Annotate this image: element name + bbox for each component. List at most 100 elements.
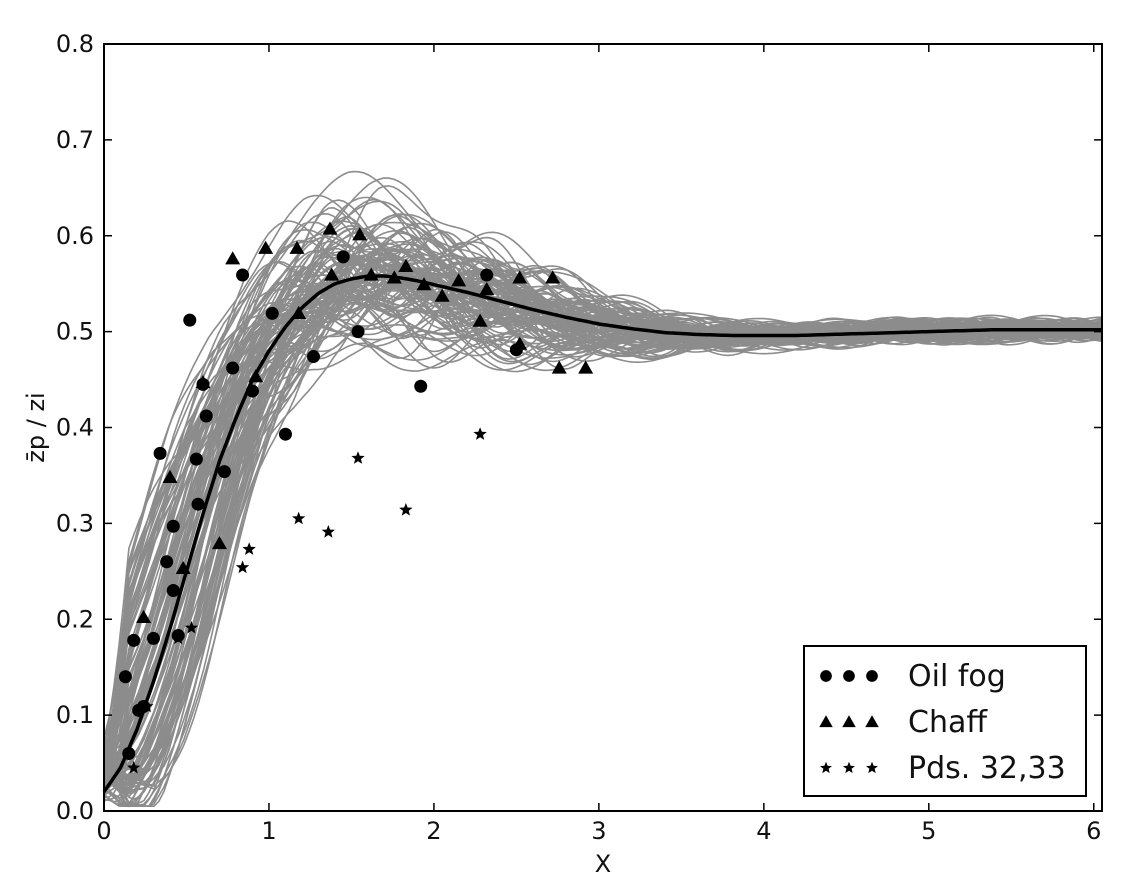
oil-fog-point <box>306 350 320 364</box>
oil-fog-point <box>245 384 259 398</box>
oil-fog-point <box>189 452 203 466</box>
chaff-point <box>472 313 488 327</box>
mean-curve <box>102 274 1102 793</box>
legend-label: Pds. 32,33 <box>908 751 1066 786</box>
oil-fog-point <box>153 446 167 460</box>
legend-label: Chaff <box>908 705 988 740</box>
legend: Oil fog Chaff Pds. 32,33 <box>803 645 1087 797</box>
pds-point <box>321 525 335 538</box>
data-points <box>118 221 594 774</box>
oil-fog-point <box>191 497 205 511</box>
x-tick-label: 4 <box>756 817 771 845</box>
chaff-point <box>545 270 561 284</box>
pds-point <box>843 761 855 774</box>
oil-fog-point <box>351 325 365 339</box>
ensemble-curve <box>104 272 1102 795</box>
chaff-point <box>258 240 274 254</box>
chaff-point <box>175 560 191 575</box>
chaff-point <box>398 258 414 273</box>
ensemble-curve <box>104 231 1102 803</box>
ensemble-curve <box>104 260 1102 789</box>
chaff-point <box>322 221 338 235</box>
oil-fog-point <box>843 670 855 682</box>
chaff-point <box>248 369 264 383</box>
y-tick-label: 0.4 <box>56 414 94 442</box>
chaff-point <box>578 360 594 374</box>
chaff-point <box>434 288 450 302</box>
oil-fog-point <box>236 268 250 282</box>
legend-item: Pds. 32,33 <box>820 751 1066 786</box>
oil-fog-point <box>166 519 180 533</box>
oil-fog-point <box>820 670 832 682</box>
y-tick-label: 0.7 <box>56 126 94 154</box>
oil-fog-point <box>278 427 292 441</box>
oil-fog-point <box>199 409 213 423</box>
chaff-point <box>842 715 856 728</box>
x-tick-label: 2 <box>426 817 441 845</box>
x-tick-label: 5 <box>921 817 936 845</box>
pds-point <box>820 761 832 774</box>
y-tick-label: 0.5 <box>56 318 94 346</box>
pds-point <box>140 699 154 713</box>
oil-fog-point <box>226 361 240 375</box>
chaff-point <box>211 536 227 550</box>
chaff-point <box>512 336 528 350</box>
pds-point <box>184 620 199 634</box>
oil-fog-point <box>336 250 350 264</box>
chaff-point <box>865 715 879 728</box>
oil-fog-point <box>118 670 132 684</box>
chaff-point <box>386 270 402 284</box>
ensemble-curve <box>104 257 1102 782</box>
chaff-point <box>512 270 528 284</box>
ensemble-curve <box>104 241 1102 758</box>
ensemble-curve <box>104 253 1102 790</box>
oil-fog-point <box>122 746 136 760</box>
x-axis-label: X <box>595 850 611 878</box>
y-tick-label: 0.0 <box>56 797 94 825</box>
mean-curve-layer <box>102 274 1102 793</box>
oil-fog-point <box>160 555 174 569</box>
chaff-point <box>289 240 305 254</box>
chaff-point <box>225 251 241 265</box>
pds-point <box>292 511 306 525</box>
legend-item: Chaff <box>819 705 988 740</box>
oil-fog-point <box>166 583 180 597</box>
chaff-point <box>352 227 368 241</box>
chaff-point <box>479 281 495 296</box>
legend-item: Oil fog <box>820 659 1006 694</box>
pds-point <box>235 560 250 574</box>
chaff-point <box>819 715 833 728</box>
x-tick-label: 1 <box>261 817 276 845</box>
chaff-point <box>363 267 379 281</box>
x-tick-label: 3 <box>591 817 606 845</box>
oil-fog-point <box>265 306 279 320</box>
x-tick-label: 6 <box>1086 817 1101 845</box>
chaff-point <box>136 609 152 623</box>
axis-ticks: 0 1 2 3 4 5 6 0.0 0.1 0.2 0.3 0.4 0.5 0.6 0.7 0.8 <box>56 30 1102 845</box>
chaff-point <box>195 374 211 389</box>
chaff-point <box>551 360 567 374</box>
legend-label: Oil fog <box>908 659 1006 694</box>
pds-point <box>127 760 141 774</box>
oil-fog-point <box>183 313 197 327</box>
y-axis-label: z̄p / zi <box>22 392 50 462</box>
oil-fog-point <box>414 379 428 393</box>
chaff-point <box>324 267 340 281</box>
pds-point <box>171 631 185 645</box>
oil-fog-point <box>866 670 878 682</box>
pds-point <box>351 451 365 464</box>
x-tick-label: 0 <box>96 817 111 845</box>
ensemble-curve <box>104 249 1102 808</box>
y-tick-label: 0.3 <box>56 509 94 537</box>
oil-fog-point <box>146 631 160 645</box>
pds-point <box>473 427 487 440</box>
pds-point <box>866 761 878 774</box>
pds-point <box>242 542 256 555</box>
y-tick-label: 0.6 <box>56 222 94 250</box>
chaff-point <box>162 469 178 483</box>
oil-fog-point <box>217 465 231 479</box>
chaff-point <box>291 305 307 320</box>
chaff-point <box>451 273 467 287</box>
y-tick-label: 0.8 <box>56 30 94 58</box>
